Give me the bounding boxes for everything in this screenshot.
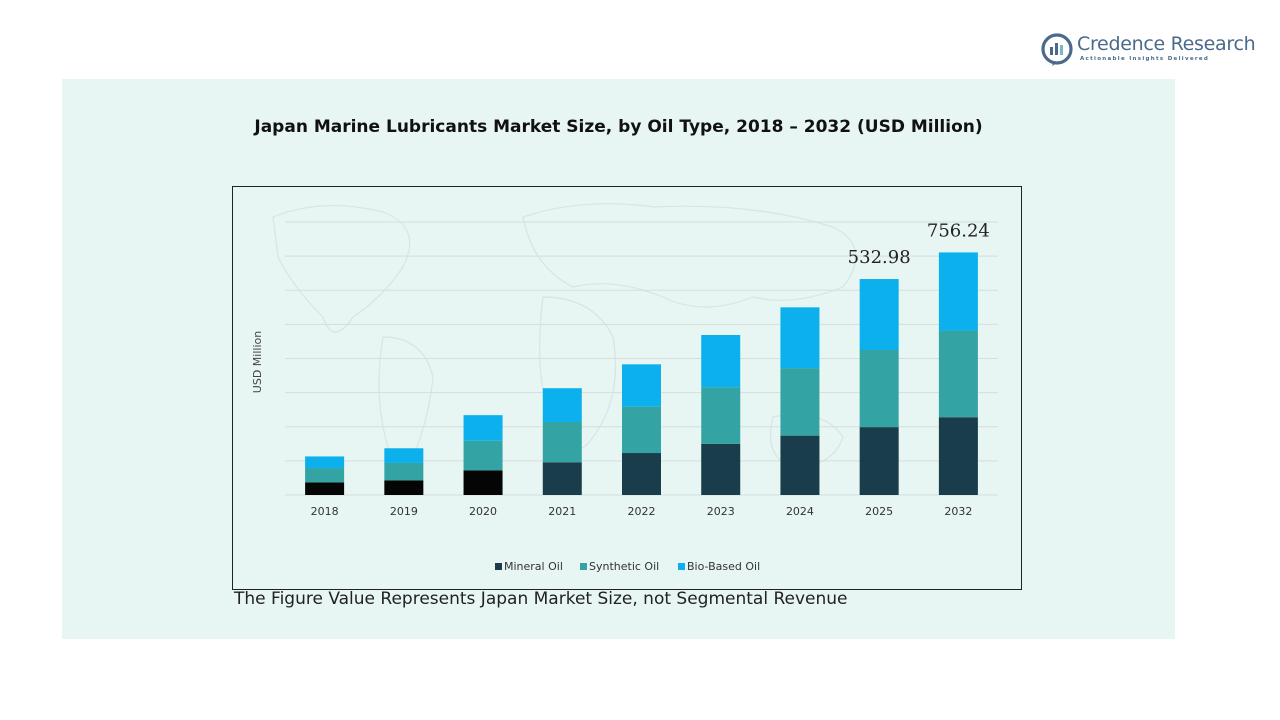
data-label-2025: 532.98 bbox=[848, 247, 911, 268]
bar-synthetic-oil-2018 bbox=[305, 468, 345, 483]
bar-synthetic-oil-2021 bbox=[542, 421, 582, 463]
footnote: The Figure Value Represents Japan Market… bbox=[234, 589, 848, 609]
bar-bio-based-oil-2021 bbox=[542, 388, 582, 422]
bar-mineral-oil-2024 bbox=[780, 435, 820, 495]
bar-bio-based-oil-2024 bbox=[780, 307, 820, 369]
legend-swatch bbox=[495, 563, 502, 570]
x-tick-label: 2025 bbox=[865, 505, 893, 518]
y-axis-label: USD Million bbox=[251, 331, 264, 393]
credence-research-logo: Credence Research Actionable Insights De… bbox=[1040, 30, 1256, 70]
logo-chart-icon bbox=[1041, 33, 1073, 66]
bar-bio-based-oil-2032 bbox=[938, 252, 978, 331]
bar-mineral-oil-2021 bbox=[542, 462, 582, 495]
x-tick-label: 2018 bbox=[311, 505, 339, 518]
bar-bio-based-oil-2019 bbox=[384, 448, 424, 463]
bar-bio-based-oil-2023 bbox=[701, 334, 741, 388]
bar-bio-based-oil-2025 bbox=[859, 279, 899, 350]
bar-synthetic-oil-2032 bbox=[938, 330, 978, 418]
x-tick-label: 2022 bbox=[628, 505, 656, 518]
bar-bio-based-oil-2020 bbox=[463, 415, 503, 441]
x-tick-labels: 2018 2019 2020 2021 2022 2023 2024 2025 2032 bbox=[311, 505, 973, 518]
legend-swatch bbox=[580, 563, 587, 570]
x-tick-label: 2032 bbox=[944, 505, 972, 518]
bar-synthetic-oil-2022 bbox=[622, 406, 661, 454]
data-labels: 532.98 756.24 bbox=[848, 220, 990, 268]
bar-mineral-oil-2032 bbox=[938, 417, 978, 495]
bar-mineral-oil-2019 bbox=[384, 480, 424, 495]
data-label-2032: 756.24 bbox=[927, 220, 990, 241]
bar-mineral-oil-2020 bbox=[463, 470, 503, 495]
legend-swatch bbox=[678, 563, 685, 570]
bar-mineral-oil-2025 bbox=[859, 427, 899, 495]
bar-bio-based-oil-2018 bbox=[305, 456, 345, 469]
bar-synthetic-oil-2025 bbox=[859, 350, 899, 428]
bar-synthetic-oil-2019 bbox=[384, 462, 424, 481]
legend-label: Bio-Based Oil bbox=[687, 560, 760, 573]
bar-mineral-oil-2023 bbox=[701, 443, 741, 495]
x-tick-label: 2023 bbox=[707, 505, 735, 518]
chart-frame: 2018 2019 2020 2021 2022 2023 2024 2025 2032 532… bbox=[232, 186, 1022, 590]
bar-bio-based-oil-2022 bbox=[622, 364, 661, 407]
bar-mineral-oil-2018 bbox=[305, 482, 345, 495]
chart-title: Japan Marine Lubricants Market Size, by … bbox=[254, 117, 983, 137]
bar-synthetic-oil-2023 bbox=[701, 387, 741, 444]
stacked-bar-chart: 2018 2019 2020 2021 2022 2023 2024 2025 2032 532… bbox=[251, 203, 998, 573]
brand-tagline: Actionable Insights Delivered bbox=[1080, 56, 1210, 62]
bar-mineral-oil-2022 bbox=[622, 453, 661, 495]
brand-name: Credence Research bbox=[1077, 33, 1256, 55]
legend-label: Mineral Oil bbox=[504, 560, 563, 573]
x-tick-label: 2020 bbox=[469, 505, 497, 518]
x-tick-label: 2021 bbox=[548, 505, 576, 518]
legend: Mineral Oil Synthetic Oil Bio-Based Oil bbox=[495, 560, 760, 573]
bar-synthetic-oil-2020 bbox=[463, 440, 503, 471]
x-tick-label: 2024 bbox=[786, 505, 814, 518]
x-tick-label: 2019 bbox=[390, 505, 418, 518]
bar-synthetic-oil-2024 bbox=[780, 368, 820, 436]
bars-group bbox=[305, 252, 978, 495]
legend-label: Synthetic Oil bbox=[589, 560, 659, 573]
